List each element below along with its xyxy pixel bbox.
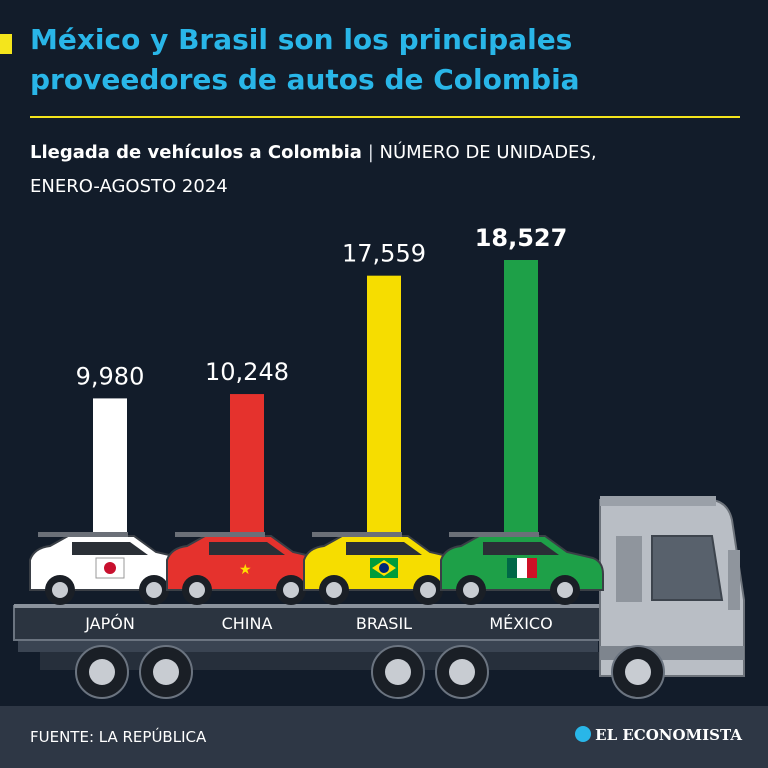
subtitle-bold: Llegada de vehículos a Colombia — [30, 142, 362, 163]
bars-group — [93, 260, 538, 560]
title-line-1: México y Brasil son los principales — [30, 23, 573, 56]
subtitle-units: NÚMERO DE UNIDADES, — [379, 142, 597, 163]
bar-mexico — [504, 260, 538, 560]
value-label-japon: 9,980 — [76, 362, 145, 390]
title-accent-bar — [0, 34, 12, 54]
title-divider — [30, 116, 740, 118]
car-mexico — [440, 532, 604, 605]
category-label-japon: JAPÓN — [84, 614, 135, 633]
brand-mark-icon — [575, 726, 592, 742]
source-text: FUENTE: LA REPÚBLICA — [30, 728, 207, 746]
cars-group: ★ — [29, 532, 604, 605]
category-label-mexico: MÉXICO — [489, 614, 552, 633]
flag-china-icon: ★ — [239, 562, 252, 578]
el-economista-logo: EL ECONOMISTA — [575, 726, 742, 744]
svg-text:★: ★ — [239, 562, 252, 578]
car-brasil — [303, 532, 467, 605]
subtitle-period: ENERO-AGOSTO 2024 — [30, 176, 228, 197]
value-label-mexico: 18,527 — [475, 224, 568, 252]
chart-subtitle: Llegada de vehículos a Colombia | NÚMERO… — [30, 136, 750, 204]
flag-brasil-icon — [370, 558, 398, 578]
subtitle-separator: | — [367, 142, 374, 163]
page-title: México y Brasil son los principales prov… — [30, 20, 750, 100]
flag-mexico-icon — [507, 558, 537, 578]
car-china: ★ — [166, 532, 330, 605]
car-japon — [29, 532, 193, 605]
category-labels-group: JAPÓN CHINA BRASIL MÉXICO — [84, 614, 552, 633]
value-labels-group: 9,980 10,248 17,559 18,527 — [76, 224, 568, 390]
category-label-china: CHINA — [222, 614, 273, 633]
value-label-brasil: 17,559 — [342, 240, 426, 268]
bar-chart: 9,980 10,248 17,559 18,527 ★ JAPÓN CHINA BRAS… — [13, 224, 745, 699]
flag-japon-icon — [95, 557, 125, 579]
title-line-2: proveedores de autos de Colombia — [30, 63, 580, 96]
brand-name: EL ECONOMISTA — [595, 726, 742, 744]
car-transporter-truck — [13, 496, 745, 699]
footer: FUENTE: LA REPÚBLICA EL ECONOMISTA — [0, 706, 768, 768]
bar-brasil — [367, 275, 401, 560]
category-label-brasil: BRASIL — [356, 614, 412, 633]
value-label-china: 10,248 — [205, 358, 289, 386]
